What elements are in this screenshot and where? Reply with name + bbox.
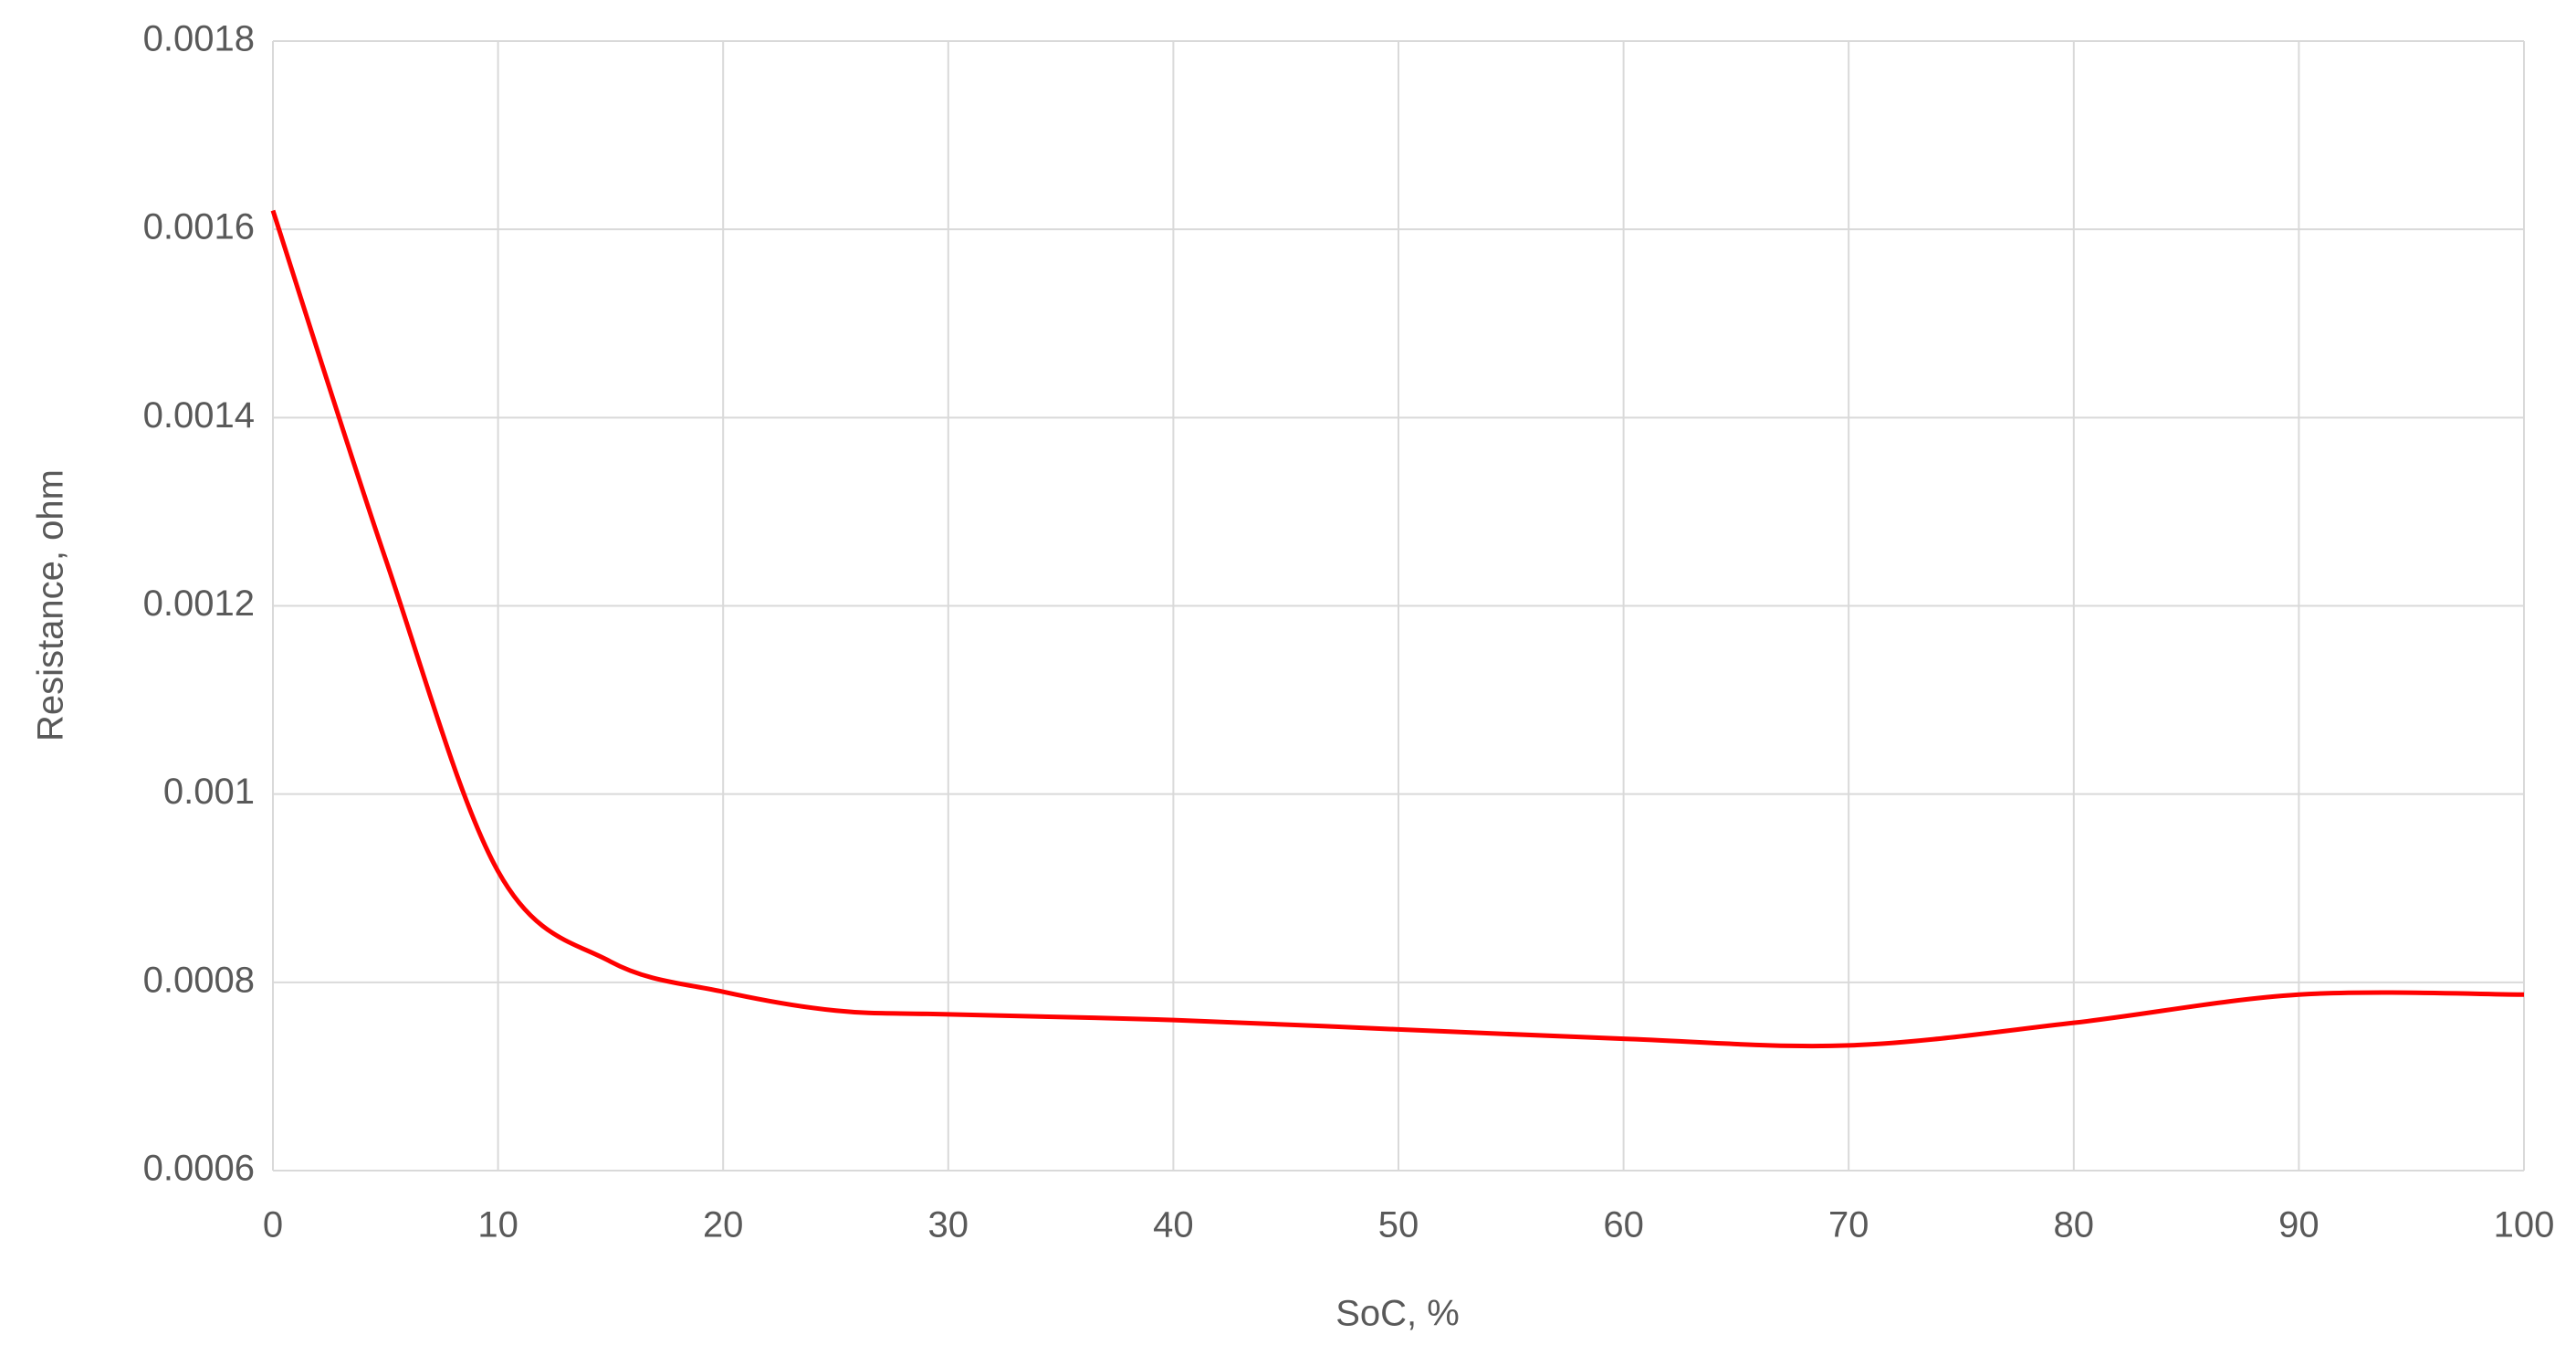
x-tick-label: 0 bbox=[263, 1205, 283, 1245]
y-tick-label: 0.0014 bbox=[143, 395, 255, 436]
y-tick-label: 0.0006 bbox=[143, 1149, 255, 1189]
y-tick-label: 0.0008 bbox=[143, 960, 255, 1000]
x-axis-title: SoC, % bbox=[1335, 1294, 1460, 1334]
x-tick-label: 80 bbox=[2054, 1205, 2095, 1245]
y-tick-label: 0.0012 bbox=[143, 583, 255, 624]
y-tick-label: 0.0018 bbox=[143, 19, 255, 59]
x-tick-label: 10 bbox=[477, 1205, 518, 1245]
x-tick-label: 100 bbox=[2494, 1205, 2555, 1245]
x-tick-label: 60 bbox=[1603, 1205, 1644, 1245]
x-tick-label: 40 bbox=[1153, 1205, 1194, 1245]
x-tick-label: 70 bbox=[1828, 1205, 1869, 1245]
y-tick-label: 0.0016 bbox=[143, 207, 255, 247]
x-tick-label: 50 bbox=[1378, 1205, 1419, 1245]
x-tick-label: 20 bbox=[703, 1205, 744, 1245]
y-tick-label: 0.001 bbox=[163, 772, 255, 812]
y-axis-title: Resistance, ohm bbox=[31, 469, 71, 741]
x-tick-label: 30 bbox=[928, 1205, 969, 1245]
data-line bbox=[270, 209, 2525, 1049]
x-tick-label: 90 bbox=[2278, 1205, 2319, 1245]
